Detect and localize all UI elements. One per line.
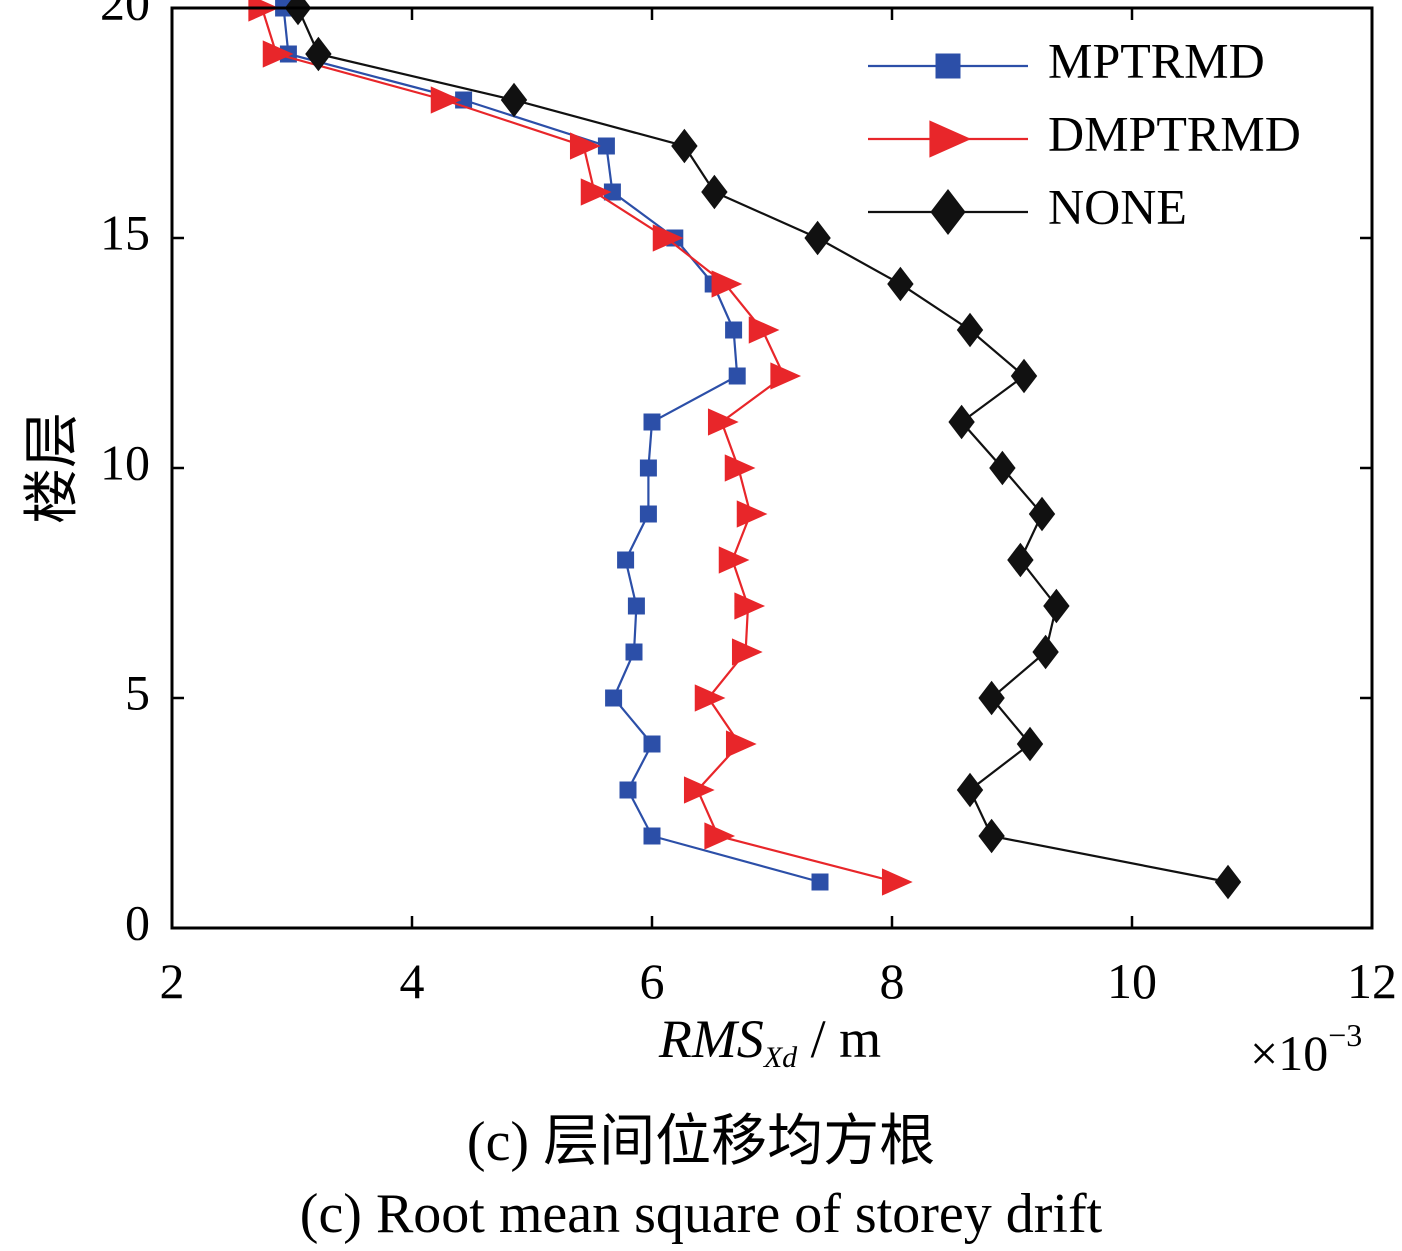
data-point-mptrmd-floor-16 (603, 183, 621, 201)
data-point-dmptrmd-floor-17 (569, 132, 601, 160)
data-point-none-floor-3 (956, 772, 984, 808)
legend-label-dmptrmd: DMPTRMD (1048, 105, 1301, 161)
axes: 2 4 6 8 10 12 0 5 10 15 20 (100, 0, 1397, 1009)
data-point-mptrmd-floor-7 (627, 597, 645, 615)
data-point-dmptrmd-floor-19 (262, 40, 294, 68)
figure-caption-english: (c) Root mean square of storey drift (299, 1183, 1103, 1245)
data-point-dmptrmd-floor-1 (881, 868, 913, 896)
data-point-none-floor-14 (887, 266, 914, 302)
data-point-dmptrmd-floor-2 (704, 822, 736, 850)
y-tick-label-0: 0 (125, 894, 150, 950)
data-point-none-floor-11 (948, 404, 975, 440)
data-point-mptrmd-floor-3 (619, 781, 637, 799)
legend-marker-mptrmd (935, 53, 961, 79)
data-point-dmptrmd-floor-8 (718, 546, 750, 574)
data-point-dmptrmd-floor-3 (683, 776, 715, 804)
legend-marker-none (930, 188, 966, 236)
data-point-dmptrmd-floor-5 (694, 684, 726, 712)
legend-label-mptrmd: MPTRMD (1048, 32, 1265, 88)
data-point-dmptrmd-floor-12 (770, 362, 802, 390)
data-point-mptrmd-floor-17 (597, 137, 615, 155)
x-axis-title-main: RMS (658, 1009, 764, 1069)
data-point-none-floor-12 (1010, 358, 1038, 394)
data-point-mptrmd-floor-4 (643, 735, 661, 753)
x-tick-label-10: 10 (1107, 953, 1157, 1009)
y-axis-title: 楼层 (22, 412, 84, 524)
data-point-none-floor-20 (284, 0, 312, 26)
x-axis-title: RMSXd / m (658, 1009, 881, 1074)
x-tick-label-12: 12 (1347, 953, 1397, 1009)
x-axis-title-subscript: Xd (763, 1041, 798, 1074)
data-point-dmptrmd-floor-10 (724, 454, 756, 482)
data-point-none-floor-16 (701, 174, 728, 210)
data-point-none-floor-9 (1028, 496, 1056, 532)
y-tick-label-5: 5 (125, 664, 150, 720)
data-point-mptrmd-floor-6 (625, 643, 643, 661)
data-point-none-floor-1 (1214, 864, 1242, 900)
data-point-dmptrmd-floor-16 (580, 178, 612, 206)
data-point-dmptrmd-floor-6 (731, 638, 763, 666)
x-axis-multiplier: ×10−3 (1250, 1017, 1362, 1081)
data-point-mptrmd-floor-12 (728, 367, 746, 385)
data-point-none-floor-18 (500, 82, 528, 118)
data-point-none-floor-19 (305, 36, 332, 72)
data-point-none-floor-13 (956, 312, 984, 348)
data-point-dmptrmd-floor-4 (725, 730, 757, 758)
data-point-dmptrmd-floor-18 (430, 86, 462, 114)
data-point-dmptrmd-floor-11 (707, 408, 739, 436)
data-point-none-floor-5 (978, 680, 1005, 716)
data-point-mptrmd-floor-10 (639, 459, 657, 477)
y-tick-label-15: 15 (100, 204, 150, 260)
data-point-none-floor-8 (1007, 542, 1034, 578)
plot-area (248, 0, 1242, 900)
chart-figure: 2 4 6 8 10 12 0 5 10 15 20 MPTRMD DMPTRMD NONE 楼层 RM… (22, 0, 1397, 1081)
data-point-dmptrmd-floor-7 (734, 592, 766, 620)
x-tick-label-6: 6 (640, 953, 665, 1009)
data-point-dmptrmd-floor-15 (652, 224, 684, 252)
data-point-none-floor-15 (804, 220, 831, 256)
legend-label-none: NONE (1048, 178, 1187, 234)
x-tick-label-2: 2 (160, 953, 185, 1009)
y-tick-label-20: 20 (100, 0, 150, 30)
x-tick-label-4: 4 (400, 953, 425, 1009)
data-point-mptrmd-floor-1 (811, 873, 829, 891)
figure-caption-chinese: (c) 层间位移均方根 (466, 1111, 936, 1173)
data-point-none-floor-10 (989, 450, 1016, 486)
data-point-none-floor-7 (1043, 588, 1070, 624)
data-point-none-floor-17 (671, 128, 698, 164)
data-point-none-floor-4 (1016, 726, 1044, 762)
x-axis-multiplier-base: ×10 (1250, 1025, 1328, 1081)
data-point-dmptrmd-floor-13 (748, 316, 780, 344)
data-point-mptrmd-floor-9 (639, 505, 657, 523)
data-point-mptrmd-floor-5 (605, 689, 623, 707)
x-tick-label-8: 8 (880, 953, 905, 1009)
data-point-mptrmd-floor-11 (643, 413, 661, 431)
x-axis-multiplier-exponent: −3 (1328, 1017, 1362, 1053)
data-point-dmptrmd-floor-20 (248, 0, 280, 22)
data-point-none-floor-6 (1032, 634, 1059, 670)
data-point-mptrmd-floor-2 (643, 827, 661, 845)
legend: MPTRMD DMPTRMD NONE (868, 32, 1301, 236)
data-point-none-floor-2 (978, 818, 1005, 854)
data-point-dmptrmd-floor-9 (736, 500, 768, 528)
data-point-mptrmd-floor-8 (617, 551, 635, 569)
data-point-mptrmd-floor-13 (725, 321, 743, 339)
legend-marker-dmptrmd (929, 120, 972, 158)
x-axis-title-unit: / m (797, 1009, 881, 1069)
y-tick-label-10: 10 (100, 434, 150, 490)
data-point-dmptrmd-floor-14 (711, 270, 743, 298)
